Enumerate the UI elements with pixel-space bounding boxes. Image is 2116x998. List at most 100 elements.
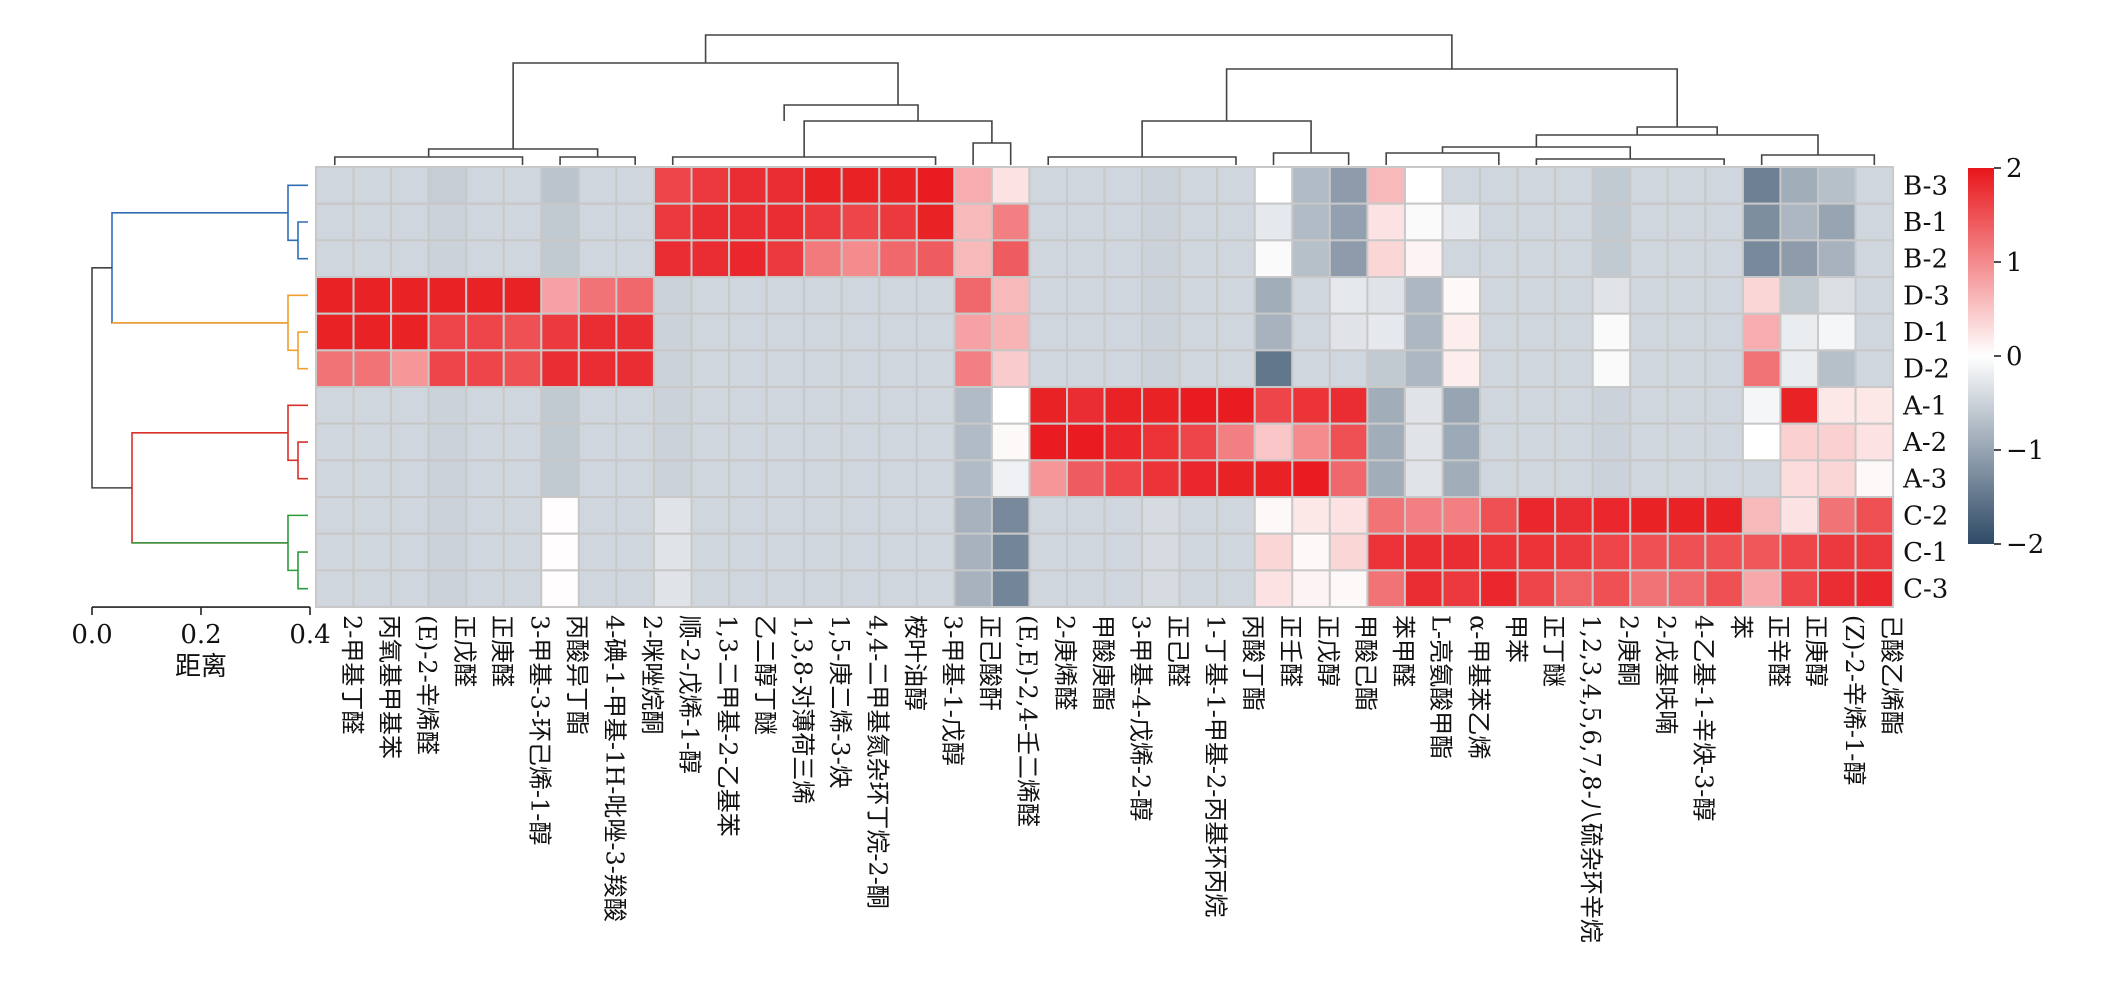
heatmap-cell: [1328, 532, 1369, 572]
heatmap-cell: [1704, 386, 1744, 425]
heatmap-cell: [1066, 386, 1106, 425]
heatmap-cell: [1779, 459, 1819, 499]
heatmap-cell: [840, 276, 881, 315]
heatmap-cell: [540, 166, 580, 205]
column-label: 正戊醇: [1314, 615, 1342, 687]
heatmap-cell: [577, 386, 618, 425]
column-label: 顺-2-戊烯-1-醇: [676, 615, 704, 774]
dendrogram-link: [333, 156, 524, 165]
column-label: 正庚醇: [1802, 615, 1830, 687]
heatmap-cell: [728, 202, 768, 242]
heatmap-cell: [1328, 459, 1369, 499]
heatmap-cell: [315, 422, 355, 462]
dendrogram-link: [1047, 156, 1237, 165]
heatmap-cell: [1441, 166, 1482, 205]
heatmap-cell: [1554, 386, 1594, 425]
dendrogram-link: [1272, 152, 1350, 165]
heatmap-cell: [427, 532, 468, 572]
heatmap-cell: [1629, 459, 1669, 499]
heatmap-cell: [652, 459, 693, 499]
heatmap-cell: [1403, 349, 1444, 389]
heatmap-cell: [1704, 239, 1744, 279]
heatmap-cell: [1366, 496, 1406, 535]
column-label: α-甲基苯乙烯: [1464, 615, 1492, 759]
heatmap-cell: [690, 239, 731, 279]
heatmap-cell: [1178, 459, 1219, 499]
heatmap-cell: [390, 202, 430, 242]
heatmap-cell: [1817, 532, 1857, 572]
heatmap-cell: [1441, 386, 1482, 425]
heatmap-cell: [1629, 312, 1669, 352]
heatmap-cell: [990, 166, 1031, 205]
heatmap-cell: [315, 569, 355, 609]
heatmap-cell: [953, 532, 993, 572]
heatmap-cell: [652, 276, 693, 315]
heatmap-cell: [652, 349, 693, 389]
heatmap-cell: [1629, 349, 1669, 389]
heatmap-cell: [540, 239, 580, 279]
heatmap-cell: [1328, 239, 1369, 279]
heatmap-cell: [352, 276, 393, 315]
heatmap-cell: [1741, 202, 1782, 242]
heatmap-cell: [615, 276, 655, 315]
heatmap-cell: [1479, 422, 1519, 462]
heatmap-cell: [990, 312, 1031, 352]
heatmap-cell: [1666, 239, 1707, 279]
heatmap-cell: [465, 349, 505, 389]
heatmap-cell: [1854, 459, 1895, 499]
heatmap-cell: [1666, 202, 1707, 242]
heatmap-cell: [315, 166, 355, 205]
dendrogram-link: [671, 156, 937, 165]
heatmap-cell: [1479, 239, 1519, 279]
heatmap-cell: [1253, 496, 1294, 535]
heatmap-cell: [953, 202, 993, 242]
heatmap-cell: [315, 386, 355, 425]
heatmap-cell: [1554, 532, 1594, 572]
heatmap-cell: [1253, 422, 1294, 462]
heatmap-cell: [1178, 239, 1219, 279]
heatmap-cell: [1253, 276, 1294, 315]
heatmap-cell: [315, 202, 355, 242]
row-label: C-3: [1903, 575, 1948, 605]
dendrogram-link: [704, 34, 1453, 69]
heatmap-cell: [728, 422, 768, 462]
dendrogram-link: [131, 432, 288, 544]
heatmap-cell: [390, 239, 430, 279]
heatmap-cell: [990, 349, 1031, 389]
heatmap-cell: [652, 239, 693, 279]
heatmap-cell: [728, 459, 768, 499]
heatmap-cell: [1516, 386, 1557, 425]
heatmap-cell: [502, 349, 543, 389]
heatmap-cell: [728, 532, 768, 572]
heatmap-cell: [465, 202, 505, 242]
heatmap-cell: [1516, 532, 1557, 572]
row-label: C-2: [1903, 501, 1948, 531]
heatmap-cell: [990, 422, 1031, 462]
heatmap-cell: [615, 202, 655, 242]
heatmap-cell: [1854, 202, 1895, 242]
heatmap-cell: [803, 349, 843, 389]
heatmap-cell: [577, 569, 618, 609]
heatmap-cell: [615, 422, 655, 462]
heatmap-cell: [878, 569, 918, 609]
heatmap-cell: [1554, 239, 1594, 279]
heatmap-cell: [1629, 239, 1669, 279]
heatmap-cell: [1366, 312, 1406, 352]
heatmap-cell: [690, 422, 731, 462]
heatmap-cell: [1141, 532, 1181, 572]
dendrogram-link: [297, 551, 308, 590]
heatmap-cell: [1216, 569, 1256, 609]
heatmap-cell: [1817, 239, 1857, 279]
heatmap-cell: [1178, 166, 1219, 205]
heatmap-cell: [1291, 386, 1331, 425]
heatmap-cell: [1253, 202, 1294, 242]
heatmap-cell: [840, 569, 881, 609]
heatmap-cell: [1103, 459, 1144, 499]
dendrogram-link: [297, 441, 308, 480]
heatmap-cell: [1066, 532, 1106, 572]
heatmap-cell: [1854, 496, 1895, 535]
heatmap-cell: [390, 532, 430, 572]
heatmap-cell: [540, 349, 580, 389]
heatmap-cell: [1141, 386, 1181, 425]
heatmap-cell: [728, 166, 768, 205]
